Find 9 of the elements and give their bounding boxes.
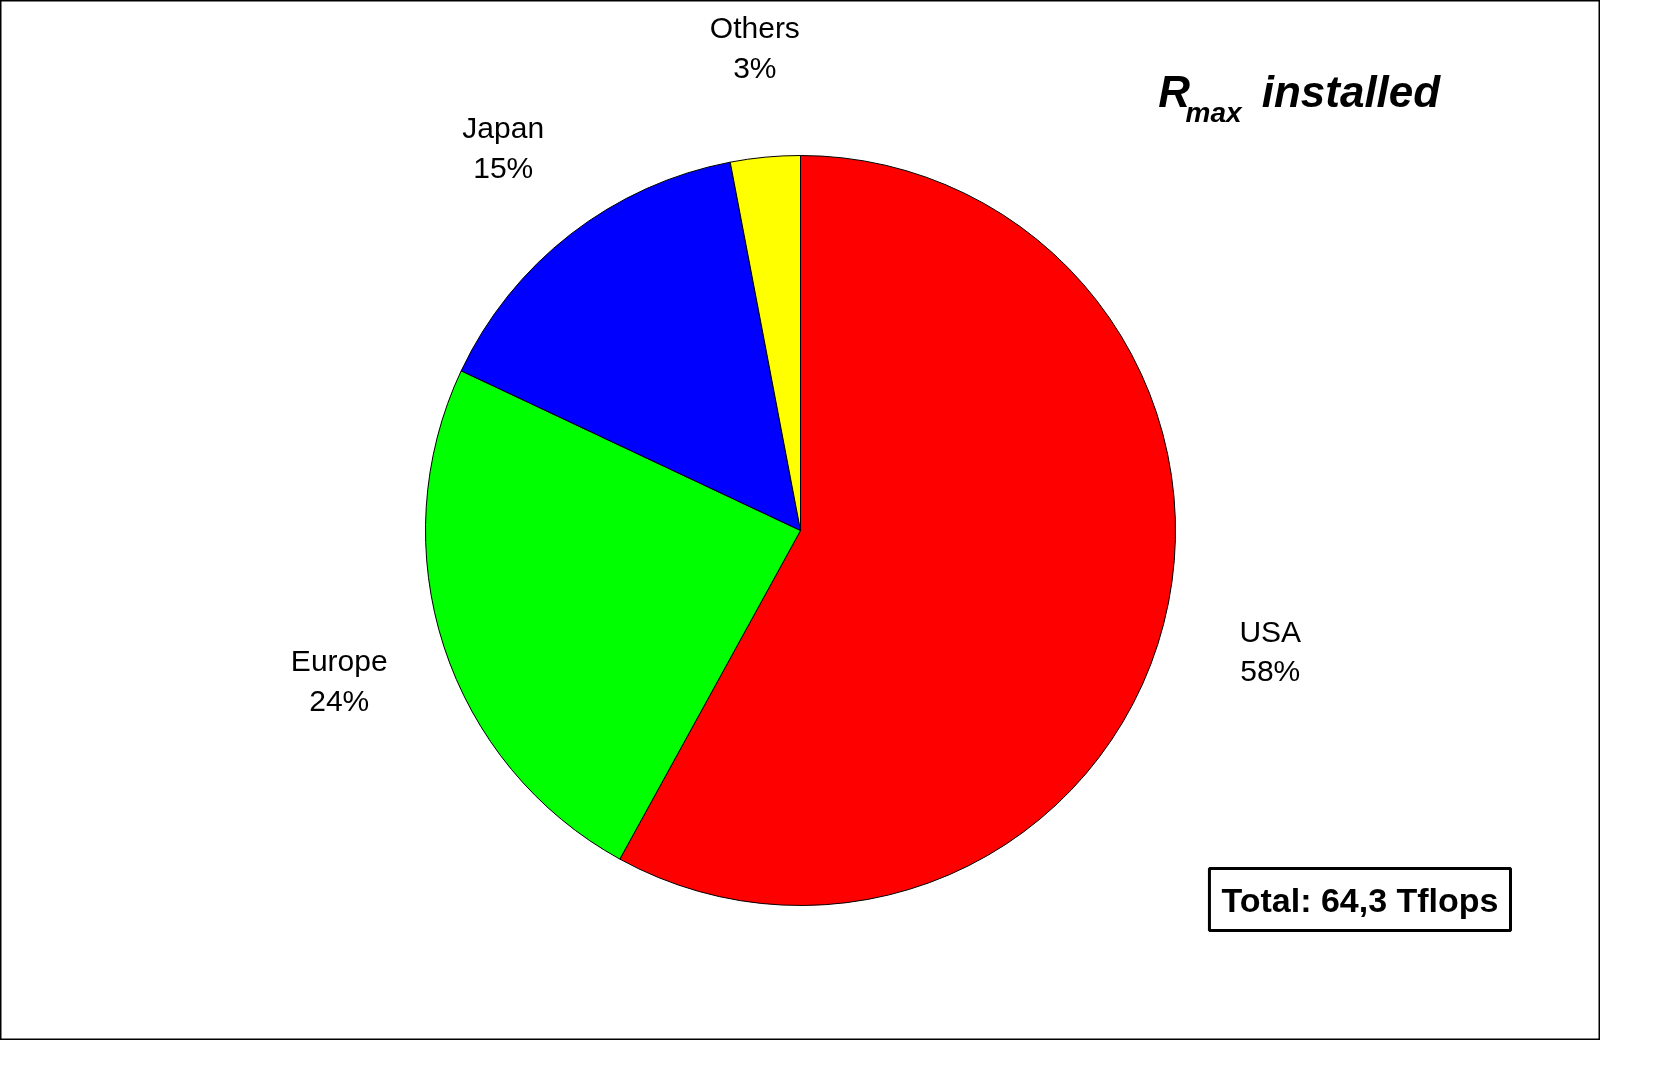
slice-label: Japan (462, 110, 545, 144)
data-label: 24% (309, 683, 370, 717)
slice-label: Others (709, 11, 800, 45)
data-label: 15% (473, 150, 534, 184)
slice-label: USA (1239, 614, 1302, 648)
data-label: 3% (733, 50, 777, 84)
text: Total: 64,3 Tflops (1221, 880, 1499, 919)
slice-label: Europe (290, 644, 388, 678)
data-label: 58% (1240, 654, 1301, 688)
